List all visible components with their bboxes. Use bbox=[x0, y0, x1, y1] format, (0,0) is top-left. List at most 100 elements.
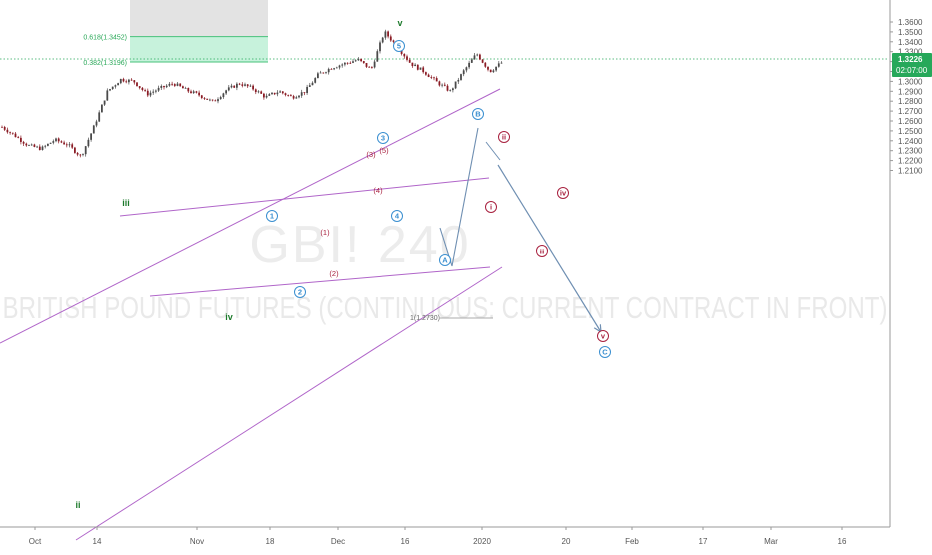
candle bbox=[76, 151, 79, 157]
price-badge-value: 1.3226 bbox=[898, 55, 923, 64]
candle-body bbox=[457, 79, 460, 82]
wave-label[interactable]: 3 bbox=[377, 132, 389, 144]
candle bbox=[244, 82, 246, 87]
candle bbox=[438, 80, 441, 87]
candle bbox=[263, 92, 265, 100]
candle bbox=[11, 132, 14, 135]
wave-label[interactable]: (2) bbox=[329, 269, 339, 278]
wave-label-ring bbox=[557, 187, 569, 199]
candle-body bbox=[284, 93, 287, 96]
trend-channels[interactable]: 1(1.2730) bbox=[0, 88, 503, 541]
candle-body bbox=[346, 62, 349, 64]
projection-arrow-c[interactable] bbox=[497, 164, 601, 332]
last-price-badge[interactable]: 1.3226 02:07:00 bbox=[892, 53, 932, 78]
wave-label[interactable]: 2 bbox=[294, 286, 306, 298]
candle-body bbox=[71, 144, 74, 148]
candle-body bbox=[384, 31, 387, 38]
candle-body bbox=[144, 89, 146, 91]
channel-line[interactable] bbox=[149, 266, 491, 297]
candle bbox=[55, 137, 57, 143]
candle-body bbox=[238, 83, 241, 85]
candle-body bbox=[252, 85, 254, 90]
wave-label[interactable]: ii bbox=[498, 131, 510, 143]
candle bbox=[311, 81, 314, 86]
candle bbox=[492, 68, 495, 73]
projection-arrow-b[interactable] bbox=[485, 141, 501, 161]
wave-label[interactable]: (5) bbox=[379, 146, 389, 155]
wave-label[interactable]: C bbox=[599, 346, 611, 358]
wave-label[interactable]: 4 bbox=[391, 210, 403, 222]
time-tick-label: Nov bbox=[190, 537, 204, 546]
candle bbox=[443, 82, 446, 87]
wave-label[interactable]: iv bbox=[557, 187, 569, 199]
candle-body bbox=[489, 69, 492, 73]
channel-line[interactable] bbox=[0, 88, 501, 344]
candle-body bbox=[354, 60, 357, 62]
wave-label[interactable]: 5 bbox=[393, 40, 405, 52]
candle bbox=[308, 82, 311, 88]
fib-zone-golden bbox=[130, 36, 268, 62]
candle bbox=[217, 97, 219, 104]
candle-body bbox=[160, 85, 163, 88]
candle-body bbox=[195, 91, 198, 93]
candle bbox=[111, 86, 114, 90]
price-tick-label: 1.2100 bbox=[898, 167, 923, 176]
forecast-arrows[interactable] bbox=[439, 127, 601, 332]
fib-retracement-tool[interactable]: 0.618(1.3452) 0.382(1.3196) bbox=[0, 0, 887, 67]
candle bbox=[352, 59, 354, 64]
wave-label[interactable]: iv bbox=[225, 312, 233, 322]
projection-arrow-a[interactable] bbox=[439, 127, 479, 267]
candle-body bbox=[1, 126, 3, 128]
wave-label[interactable]: i bbox=[485, 201, 497, 213]
channel-line[interactable] bbox=[119, 177, 490, 217]
wave-label-text: v bbox=[601, 332, 606, 341]
candle-body bbox=[3, 126, 6, 130]
candle bbox=[317, 71, 319, 79]
candle bbox=[462, 68, 465, 77]
candle-body bbox=[425, 72, 427, 75]
wave-label[interactable]: ii bbox=[75, 500, 80, 510]
candle-body bbox=[427, 74, 430, 77]
wave-label-text: 2 bbox=[298, 288, 302, 297]
time-axis[interactable]: Oct 14 Nov 18 Dec 16 2020 20 Feb 17 Mar 16 bbox=[0, 526, 890, 546]
candle-body bbox=[368, 66, 371, 68]
candle bbox=[322, 72, 325, 74]
candle-body bbox=[246, 84, 249, 87]
candle-body bbox=[452, 88, 454, 91]
candle-body bbox=[38, 146, 41, 150]
wave-label[interactable]: (3) bbox=[366, 150, 376, 159]
wave-label[interactable]: v bbox=[397, 18, 402, 28]
candle bbox=[41, 145, 44, 151]
wave-label-text: 4 bbox=[395, 212, 400, 221]
wave-label[interactable]: (1) bbox=[320, 228, 330, 237]
candle bbox=[387, 30, 389, 39]
candle bbox=[57, 137, 60, 144]
price-axis[interactable]: 1.36001.35001.34001.33001.32001.31001.30… bbox=[889, 0, 932, 527]
candle bbox=[47, 143, 49, 147]
channel-line[interactable] bbox=[75, 266, 503, 541]
candle bbox=[276, 90, 279, 97]
candle-body bbox=[476, 54, 479, 56]
candle-body bbox=[311, 82, 314, 86]
candle-body bbox=[103, 100, 106, 105]
candle-body bbox=[95, 121, 98, 126]
candle-body bbox=[98, 112, 101, 122]
candle-body bbox=[128, 79, 130, 83]
instrument-watermark: BRITISH POUND FUTURES (CONTINUOUS: CURRE… bbox=[3, 290, 888, 325]
wave-label[interactable]: iii bbox=[122, 198, 130, 208]
candle bbox=[60, 140, 63, 144]
candle bbox=[314, 77, 317, 84]
wave-label[interactable]: 1 bbox=[266, 210, 278, 222]
wave-label[interactable]: v bbox=[597, 330, 609, 342]
wave-label[interactable]: A bbox=[439, 254, 451, 266]
candle-body bbox=[211, 99, 214, 101]
candle-body bbox=[179, 83, 182, 87]
candle-body bbox=[84, 146, 87, 155]
candle bbox=[406, 54, 408, 62]
price-badge-box bbox=[892, 53, 932, 78]
wave-label[interactable]: iii bbox=[536, 245, 548, 257]
wave-label[interactable]: B bbox=[472, 108, 484, 120]
wave-label[interactable]: (4) bbox=[373, 186, 383, 195]
candle-body bbox=[481, 59, 484, 63]
